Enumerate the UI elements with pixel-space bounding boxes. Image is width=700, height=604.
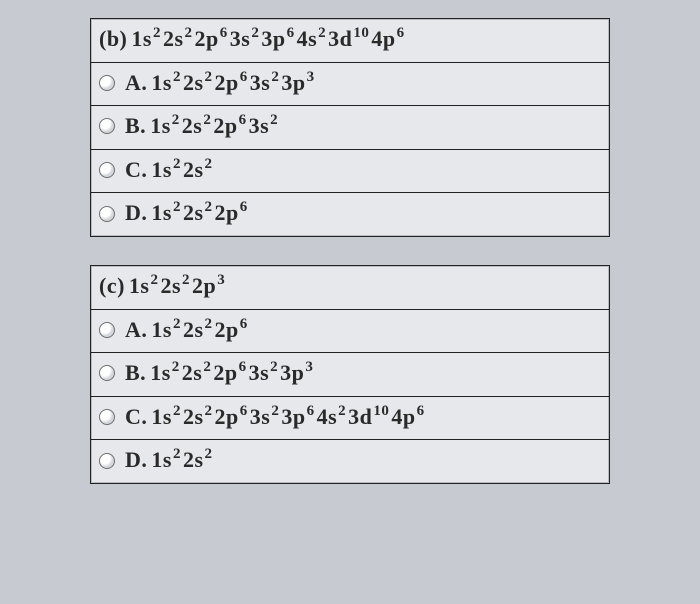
question-box-1: (c)1s22s22p3 A.1s22s22p6 B.1s22s22p63s23p3… [90,265,610,484]
option-row[interactable]: B.1s22s22p63s2 [91,106,609,150]
question-label: (b) [99,26,127,51]
option-row[interactable]: A.1s22s22p6 [91,310,609,354]
option-formula: A.1s22s22p6 [125,316,250,345]
radio-icon[interactable] [99,409,115,425]
option-letter: C. [125,157,147,182]
option-row[interactable]: B.1s22s22p63s23p3 [91,353,609,397]
option-formula: B.1s22s22p63s23p3 [125,359,315,388]
question-formula: 1s22s22p3 [129,273,227,298]
radio-icon[interactable] [99,206,115,222]
option-row[interactable]: D.1s22s22p6 [91,193,609,236]
option-letter: D. [125,200,147,225]
option-row[interactable]: A.1s22s22p63s23p3 [91,63,609,107]
radio-icon[interactable] [99,162,115,178]
option-letter: C. [125,404,147,429]
option-letter: A. [125,317,147,342]
question-box-0: (b)1s22s22p63s23p64s23d104p6A.1s22s22p63… [90,18,610,237]
option-formula: D.1s22s2 [125,446,215,475]
option-formula: A.1s22s22p63s23p3 [125,69,317,98]
radio-icon[interactable] [99,453,115,469]
radio-icon[interactable] [99,75,115,91]
radio-icon[interactable] [99,118,115,134]
option-row[interactable]: C.1s22s22p63s23p64s23d104p6 [91,397,609,441]
question-label: (c) [99,273,125,298]
option-formula: C.1s22s22p63s23p64s23d104p6 [125,403,427,432]
radio-icon[interactable] [99,322,115,338]
option-row[interactable]: D.1s22s2 [91,440,609,483]
question-prompt-0: (b)1s22s22p63s23p64s23d104p6 [91,19,609,63]
question-formula: 1s22s22p63s23p64s23d104p6 [131,26,406,51]
option-formula: C.1s22s2 [125,156,215,185]
option-letter: B. [125,113,146,138]
option-letter: A. [125,70,147,95]
option-letter: B. [125,360,146,385]
radio-icon[interactable] [99,365,115,381]
option-formula: B.1s22s22p63s2 [125,112,280,141]
page: (b)1s22s22p63s23p64s23d104p6A.1s22s22p63… [0,0,700,530]
question-prompt-1: (c)1s22s22p3 [91,266,609,310]
option-letter: D. [125,447,147,472]
option-row[interactable]: C.1s22s2 [91,150,609,194]
option-formula: D.1s22s22p6 [125,199,250,228]
